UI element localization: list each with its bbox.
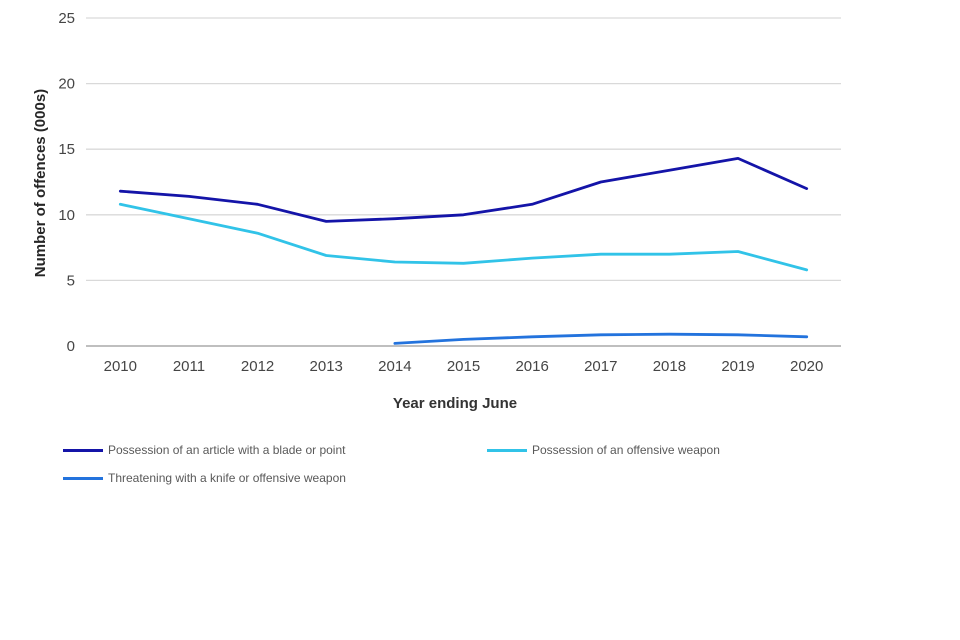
x-axis-title: Year ending June [392,395,518,412]
x-tick-label: 2018 [653,358,686,375]
x-tick-label: 2011 [173,358,205,375]
plot-area: 0 5 10 15 20 25 2010 2011 2012 2013 2014 2015 2016 20… [58,10,841,375]
legend-label: Possession of an article with a blade or… [108,443,346,457]
x-tick-label: 2016 [515,358,548,375]
series-line-1 [118,202,809,272]
x-tick-label: 2013 [310,358,343,375]
x-tick-label: 2012 [241,358,274,375]
x-tick-label: 2014 [378,358,411,375]
y-tick-label: 10 [58,207,75,224]
legend-item-threatening: Threatening with a knife or offensive we… [63,471,346,485]
x-tick-label: 2020 [790,358,823,375]
series-line-0 [118,156,809,223]
x-tick-label: 2017 [584,358,617,375]
x-tick-label: 2010 [104,358,137,375]
y-tick-label: 20 [58,76,75,93]
y-tick-label: 15 [58,141,75,158]
series-line-2 [393,332,809,345]
legend-item-offensive-weapon: Possession of an offensive weapon [487,443,720,457]
x-tick-label: 2019 [721,358,754,375]
y-tick-label: 5 [67,272,75,289]
legend-swatch-offensive-weapon [487,448,527,452]
legend-label: Possession of an offensive weapon [532,443,720,457]
legend-swatch-blade-or-point [63,448,103,452]
x-tick-label: 2015 [447,358,480,375]
y-tick-label: 25 [58,10,75,27]
legend-swatch-threatening [63,476,103,480]
legend-label: Threatening with a knife or offensive we… [108,471,346,485]
y-tick-label: 0 [67,338,75,355]
legend-item-blade-or-point: Possession of an article with a blade or… [63,443,345,457]
